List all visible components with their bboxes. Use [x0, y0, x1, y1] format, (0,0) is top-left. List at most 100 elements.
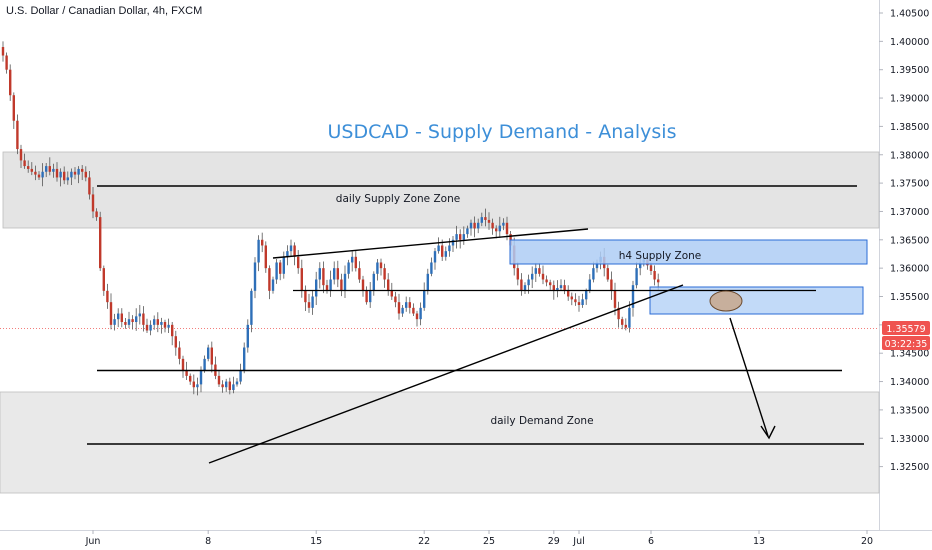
candle-body — [203, 358, 206, 371]
countdown-tag — [882, 336, 930, 350]
candle-body — [495, 228, 498, 232]
candle-body — [631, 285, 635, 308]
candle-body — [621, 319, 624, 325]
candle-body — [59, 171, 62, 178]
price-tick-label: 1.34500 — [890, 349, 929, 360]
candle-body — [333, 268, 336, 280]
candle-body — [268, 268, 271, 291]
candle-body — [405, 302, 408, 308]
time-axis[interactable]: Jun 8 15 22 25 29 Jul 6 13 20 — [85, 530, 873, 547]
candle-body — [653, 270, 656, 280]
price-tick-label: 1.36000 — [890, 264, 929, 275]
h4-supply-zone[interactable] — [509, 239, 868, 265]
candle-body — [225, 381, 228, 388]
candle-body — [138, 313, 141, 317]
candle-body — [253, 262, 257, 291]
candle-body — [63, 171, 66, 181]
candle-body — [95, 211, 98, 218]
candle-body — [117, 313, 120, 320]
candle-body — [127, 319, 131, 325]
symbol-title: U.S. Dollar / Canadian Dollar, 4h, FXCM — [6, 5, 203, 17]
candle-body — [397, 302, 401, 314]
candle-body — [210, 347, 213, 365]
candle-body — [66, 177, 69, 181]
price-tick-label: 1.33000 — [890, 434, 929, 445]
candle-body — [106, 290, 109, 303]
candle-body — [174, 336, 177, 348]
candle-body — [343, 273, 347, 291]
candle-body — [84, 171, 87, 178]
candle-body — [520, 279, 523, 291]
candle-body — [5, 55, 8, 70]
candle-body — [27, 166, 30, 169]
candle-body — [243, 347, 246, 371]
candle-body — [365, 290, 368, 303]
candle-body — [491, 222, 494, 229]
candle-body — [289, 245, 293, 252]
candle-body — [145, 324, 149, 331]
candle-body — [12, 95, 15, 121]
candle-body — [657, 279, 660, 283]
chart-title: USDCAD - Supply Demand - Analysis — [327, 121, 676, 143]
time-tick-label: 25 — [483, 536, 495, 547]
time-tick-label: 15 — [310, 536, 322, 547]
candle-body — [113, 319, 116, 325]
candle-body — [354, 256, 357, 269]
time-tick-label: Jun — [85, 536, 101, 547]
candle-body — [37, 174, 41, 178]
candle-body — [358, 268, 361, 280]
candle-body — [160, 322, 163, 325]
candle-body — [41, 171, 44, 178]
candle-body — [585, 290, 588, 300]
candle-body — [153, 319, 156, 325]
upper-trendline[interactable] — [272, 228, 589, 259]
candle-body — [221, 384, 224, 388]
candle-body — [505, 222, 509, 235]
candle-body — [516, 268, 519, 280]
candle-body — [624, 324, 627, 328]
candle-body — [466, 228, 469, 235]
candle-body — [304, 290, 307, 303]
candle-body — [613, 290, 617, 308]
price-axis[interactable]: 1.40500 1.40000 1.39500 1.39000 1.38500 1.380… — [879, 9, 929, 474]
candle-body — [455, 234, 458, 240]
candle-body — [369, 290, 372, 303]
candle-body — [635, 268, 638, 286]
intraday-supply-zone[interactable] — [649, 286, 864, 315]
candle-body — [441, 245, 444, 257]
candle-body — [469, 222, 473, 229]
candle-body — [433, 251, 437, 263]
reaction-ellipse[interactable] — [709, 290, 743, 312]
candle-body — [383, 268, 386, 280]
daily-supply-zone[interactable] — [2, 151, 880, 229]
candle-body — [351, 256, 354, 263]
candle-body — [228, 381, 231, 391]
candle-body — [307, 302, 311, 308]
candle-body — [628, 307, 631, 328]
daily-demand-zone[interactable] — [0, 391, 880, 494]
price-tick-label: 1.40500 — [890, 9, 929, 20]
candle-body — [523, 285, 527, 291]
candle-body — [649, 265, 653, 271]
projection-arrow[interactable] — [729, 317, 769, 437]
candle-body — [437, 245, 440, 252]
candle-body — [293, 245, 296, 257]
arrow-head-icon — [760, 425, 776, 440]
candle-body — [361, 279, 365, 291]
candle-body — [81, 168, 84, 172]
time-tick-label: 13 — [753, 536, 765, 547]
candle-body — [271, 279, 275, 291]
candle-body — [408, 302, 411, 308]
candle-body — [444, 251, 447, 257]
candle-body — [70, 171, 73, 178]
candle-body — [131, 319, 134, 323]
time-tick-label: 20 — [861, 536, 873, 547]
candle-body — [250, 290, 253, 325]
candle-body — [109, 302, 113, 325]
lower-trendline[interactable] — [208, 284, 684, 464]
candle-body — [124, 322, 127, 325]
candle-body — [430, 262, 433, 274]
candle-body — [426, 273, 429, 291]
candle-body — [264, 245, 267, 269]
